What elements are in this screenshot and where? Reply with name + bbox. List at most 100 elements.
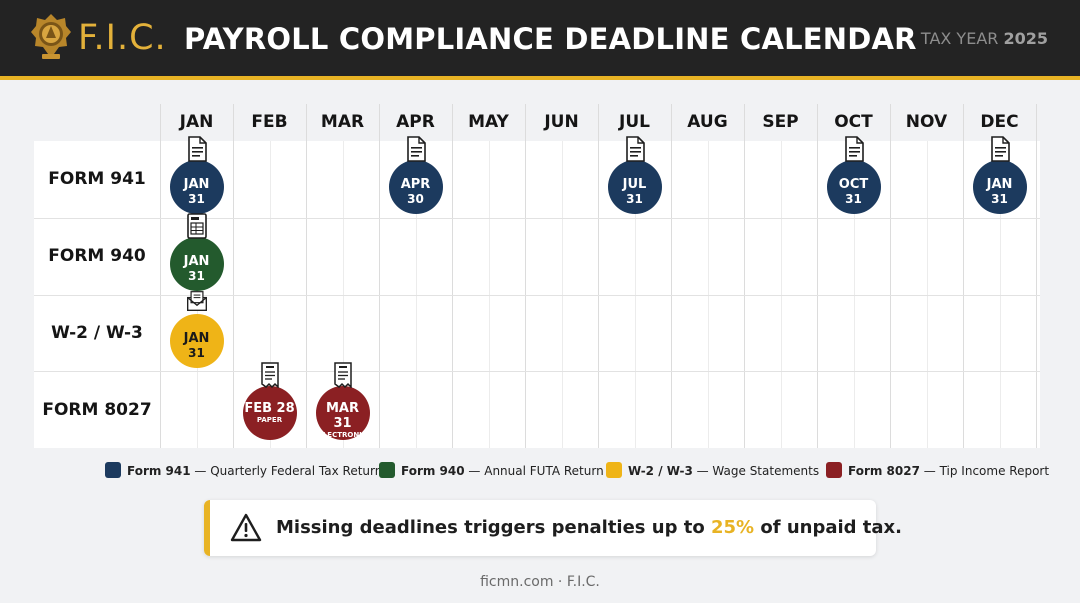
deadline-label-line1: APR — [400, 177, 431, 193]
deadline-label-line1: OCT — [838, 177, 869, 193]
warning-text-after: of unpaid tax. — [754, 517, 903, 538]
deadline-badge: MAR 31 ELECTRONIC — [315, 385, 370, 440]
deadline-label-line2: 30 — [407, 192, 424, 207]
document-icon — [186, 136, 208, 163]
deadline-badge: JAN 31 — [972, 160, 1027, 215]
legend-item: Form 941 — Quarterly Federal Tax Return — [105, 461, 382, 481]
grid-column-line — [233, 104, 234, 448]
legend-description: — Tip Income Report — [919, 464, 1050, 478]
document-icon — [843, 136, 865, 163]
deadline-label-line2: 31 — [188, 269, 205, 284]
legend-form: W-2 / W-3 — [628, 464, 693, 478]
legend-item: Form 940 — Annual FUTA Return — [379, 461, 604, 481]
grid-column-line — [963, 104, 964, 448]
deadline-label-line2: ELECTRONIC — [318, 430, 367, 439]
deadline-badge: JAN 31 — [169, 160, 224, 215]
logo-text: F.I.C. — [78, 18, 167, 58]
grid-column-line — [452, 104, 453, 448]
legend-form: Form 941 — [127, 464, 191, 478]
document-icon — [405, 136, 427, 163]
deadline-label-line2: 31 — [991, 192, 1008, 207]
grid-column-line — [306, 104, 307, 448]
legend-item: Form 8027 — Tip Income Report — [826, 461, 1049, 481]
legend-description: — Wage Statements — [692, 464, 820, 478]
month-header-oct: OCT — [834, 112, 873, 132]
month-header-jul: JUL — [619, 112, 650, 132]
warning-triangle-icon — [230, 513, 262, 542]
grid-column-line — [744, 104, 745, 448]
legend-description: — Quarterly Federal Tax Return — [190, 464, 383, 478]
deadline-label-line2: 31 — [188, 192, 205, 207]
month-header-mar: MAR — [320, 112, 365, 132]
warning-text: Missing deadlines triggers penalties up … — [276, 515, 902, 541]
grid-column-line — [1036, 104, 1037, 448]
seal-logo-icon — [31, 14, 71, 59]
envelope-icon — [186, 290, 208, 316]
row-label: FORM 941 — [48, 169, 146, 190]
month-header-may: MAY — [468, 112, 509, 132]
legend-swatch — [105, 462, 121, 478]
header-bar: F.I.C. PAYROLL COMPLIANCE DEADLINE CALEN… — [0, 0, 1080, 76]
row-label: FORM 940 — [48, 246, 146, 267]
legend-item: W-2 / W-3 — Wage Statements — [606, 461, 819, 481]
legend-swatch — [606, 462, 622, 478]
grid-row-line — [34, 371, 1040, 373]
deadline-label-line2: 31 — [188, 345, 205, 360]
legend-form: Form 940 — [401, 464, 465, 478]
row-label: W-2 / W-3 — [51, 322, 143, 343]
penalty-warning: Missing deadlines triggers penalties up … — [204, 500, 902, 556]
grid-column-line — [671, 104, 672, 448]
legend-form: Form 8027 — [848, 464, 920, 478]
grid-column-line — [525, 104, 526, 448]
month-header-aug: AUG — [687, 112, 728, 132]
grid-column-line — [379, 104, 380, 448]
warning-accent-bar — [204, 500, 210, 556]
legend-swatch — [379, 462, 395, 478]
grid-column-line — [890, 104, 891, 448]
month-header-jan: JAN — [179, 112, 214, 132]
deadline-label-line1: MAR 31 — [325, 400, 359, 431]
legend-description: — Annual FUTA Return — [464, 464, 604, 478]
month-header-nov: NOV — [905, 112, 948, 132]
month-header-jun: JUN — [544, 112, 579, 132]
month-header-feb: FEB — [251, 112, 288, 132]
grid-column-line — [598, 104, 599, 448]
deadline-label-line2: PAPER — [256, 415, 283, 424]
deadline-label-line1: JUL — [622, 177, 647, 193]
deadline-badge: OCT 31 — [826, 160, 881, 215]
document-icon — [989, 136, 1011, 163]
grid-column-line — [817, 104, 818, 448]
deadline-badge: JAN 31 — [169, 313, 224, 368]
tax-year: TAX YEAR 2025 — [921, 28, 1048, 50]
page-title: PAYROLL COMPLIANCE DEADLINE CALENDAR — [184, 22, 917, 56]
tax-form-icon — [186, 213, 208, 239]
document-icon — [624, 136, 646, 163]
warning-highlight: 25% — [711, 517, 755, 538]
footer-credit: ficmn.com · F.I.C. — [480, 574, 600, 590]
header-accent-rule — [0, 76, 1080, 80]
warning-text-before: Missing deadlines triggers penalties up … — [276, 517, 711, 538]
deadline-label-line2: 31 — [626, 192, 643, 207]
row-label: FORM 8027 — [42, 399, 152, 420]
receipt-icon — [259, 361, 281, 389]
grid-row-line — [34, 217, 1040, 219]
tax-year-label: TAX YEAR — [920, 29, 999, 48]
month-header-dec: DEC — [980, 112, 1019, 132]
deadline-label-line1: JAN — [183, 330, 210, 346]
deadline-label-line1: JAN — [986, 177, 1013, 193]
deadline-label-line1: JAN — [183, 254, 210, 270]
month-header-apr: APR — [396, 112, 435, 132]
deadline-badge: JUL 31 — [607, 160, 662, 215]
deadline-badge: FEB 28 PAPER — [242, 385, 297, 440]
legend-swatch — [826, 462, 842, 478]
deadline-badge: APR 30 — [388, 160, 443, 215]
grid-column-line — [160, 104, 161, 448]
tax-year-value: 2025 — [1003, 29, 1048, 48]
grid-row-line — [34, 294, 1040, 296]
deadline-label-line1: FEB 28 — [244, 400, 295, 416]
deadline-badge: JAN 31 — [169, 237, 224, 292]
deadline-calendar: JAN FEB MAR APR MAY JUN JUL AUG SEP OCT NOV DEC FORM… — [34, 104, 1040, 448]
receipt-icon — [332, 361, 354, 389]
deadline-label-line2: 31 — [845, 192, 862, 207]
month-header-sep: SEP — [762, 112, 799, 132]
